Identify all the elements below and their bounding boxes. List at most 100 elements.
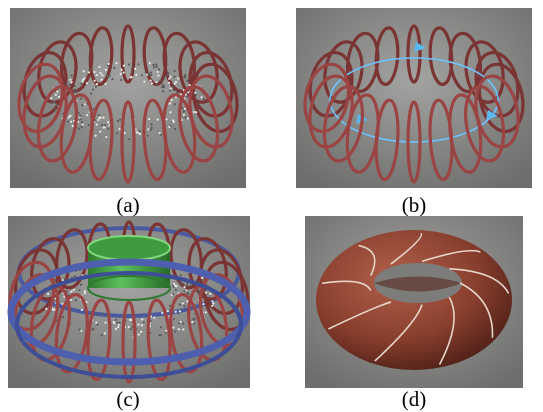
plasma-speck — [108, 63, 110, 65]
plasma-speck — [104, 124, 106, 126]
plasma-speck — [76, 90, 78, 92]
plasma-speck — [119, 322, 121, 324]
plasma-speck — [140, 331, 142, 333]
plasma-speck — [101, 334, 103, 336]
plasma-speck — [186, 282, 188, 284]
plasma-speck — [162, 84, 164, 86]
plasma-speck — [182, 283, 184, 285]
plasma-speck — [195, 94, 197, 96]
plasma-speck — [159, 132, 161, 134]
plasma-speck — [143, 81, 145, 83]
plasma-speck — [98, 117, 100, 119]
plasma-speck — [116, 132, 118, 134]
plasma-speck — [99, 131, 101, 133]
plasma-speck — [86, 114, 88, 116]
plasma-speck — [92, 329, 94, 331]
plasma-speck — [193, 323, 195, 325]
plasma-speck — [167, 310, 169, 312]
plasma-speck — [203, 98, 205, 100]
plasma-speck — [95, 313, 97, 315]
plasma-speck — [161, 312, 163, 314]
plasma-speck — [147, 128, 149, 130]
plasma-speck — [174, 83, 176, 85]
plasma-speck — [79, 114, 81, 116]
plasma-speck — [55, 94, 57, 96]
plasma-speck — [156, 66, 158, 68]
plasma-speck — [97, 324, 99, 326]
plasma-speck — [136, 131, 138, 133]
plasma-speck — [107, 76, 109, 78]
plasma-speck — [70, 81, 72, 83]
plasma-speck — [150, 71, 152, 73]
plasma-speck — [202, 303, 204, 305]
plasma-speck — [117, 326, 119, 328]
plasma-speck — [50, 97, 52, 99]
plasma-speck — [81, 81, 83, 83]
plasma-speck — [80, 98, 82, 100]
plasma-speck — [90, 92, 92, 94]
plasma-speck — [98, 114, 100, 116]
plasma-speck — [158, 68, 160, 70]
plasma-speck — [73, 91, 75, 93]
plasma-speck — [113, 67, 115, 69]
plasma-speck — [92, 89, 94, 91]
plasma-speck — [105, 136, 107, 138]
plasma-speck — [129, 319, 131, 321]
plasma-speck — [173, 76, 175, 78]
plasma-speck — [183, 111, 185, 113]
plasma-speck — [148, 118, 150, 120]
plasma-speck — [195, 111, 197, 113]
caption: (c) — [116, 387, 139, 411]
plasma-speck — [141, 74, 143, 76]
plasma-speck — [178, 312, 180, 314]
plasma-speck — [93, 71, 95, 73]
plasma-speck — [165, 330, 167, 332]
plasma-speck — [163, 77, 165, 79]
plasma-speck — [150, 79, 152, 81]
plasma-speck — [96, 124, 98, 126]
plasma-speck — [184, 74, 186, 76]
plasma-speck — [183, 286, 185, 288]
plasma-speck — [168, 82, 170, 84]
plasma-speck — [99, 72, 101, 74]
plasma-speck — [104, 332, 106, 334]
plasma-speck — [137, 63, 139, 65]
plasma-speck — [147, 135, 149, 137]
plasma-speck — [172, 86, 174, 88]
plasma-speck — [179, 310, 181, 312]
plasma-speck — [171, 99, 173, 101]
plasma-speck — [128, 63, 130, 65]
plasma-speck — [169, 305, 171, 307]
caption: (a) — [116, 193, 139, 217]
plasma-speck — [183, 76, 185, 78]
plasma-speck — [81, 121, 83, 123]
plasma-speck — [131, 71, 133, 73]
plasma-speck — [166, 74, 168, 76]
plasma-speck — [163, 86, 165, 88]
plasma-speck — [189, 284, 191, 286]
plasma-speck — [212, 302, 214, 304]
plasma-speck — [82, 123, 84, 125]
plasma-speck — [183, 290, 185, 292]
plasma-speck — [75, 299, 77, 301]
plasma-speck — [178, 282, 180, 284]
plasma-speck — [174, 285, 176, 287]
plasma-speck — [120, 73, 122, 75]
plasma-speck — [53, 308, 55, 310]
plasma-speck — [157, 71, 159, 73]
plasma-speck — [89, 68, 91, 70]
plasma-speck — [120, 79, 122, 81]
plasma-speck — [74, 275, 76, 277]
plasma-speck — [158, 334, 160, 336]
plasma-speck — [56, 91, 58, 93]
plasma-speck — [137, 324, 139, 326]
plasma-speck — [183, 114, 185, 116]
plasma-speck — [96, 83, 98, 85]
plasma-speck — [211, 305, 213, 307]
plasma-speck — [95, 86, 97, 88]
plasma-speck — [179, 304, 181, 306]
plasma-speck — [160, 326, 162, 328]
plasma-speck — [101, 79, 103, 81]
plasma-speck — [150, 127, 152, 129]
plasma-speck — [78, 289, 80, 291]
